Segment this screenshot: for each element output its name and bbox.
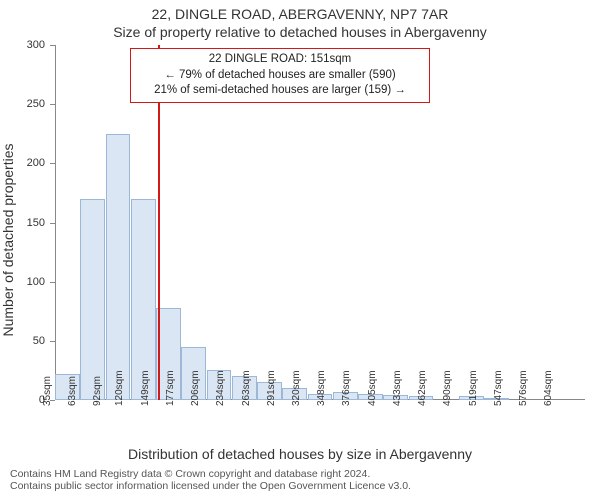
y-tick [50, 341, 55, 342]
y-tick [50, 223, 55, 224]
x-tick-label: 519sqm [468, 370, 479, 406]
y-tick [50, 104, 55, 105]
plot-area: 05010015020025030035sqm63sqm92sqm120sqm1… [55, 45, 585, 400]
x-tick-label: 35sqm [42, 376, 53, 406]
x-tick-label: 120sqm [115, 370, 126, 406]
page-subtitle: Size of property relative to detached ho… [0, 24, 600, 40]
annotation-box: 22 DINGLE ROAD: 151sqm← 79% of detached … [130, 48, 430, 103]
x-tick-label: 433sqm [392, 370, 403, 406]
x-tick-label: 92sqm [92, 376, 103, 406]
y-tick-label: 250 [27, 98, 45, 110]
x-tick-label: 547sqm [493, 370, 504, 406]
page-title: 22, DINGLE ROAD, ABERGAVENNY, NP7 7AR [0, 6, 600, 22]
x-tick-label: 234sqm [215, 370, 226, 406]
histogram-bar [106, 134, 131, 400]
x-tick-label: 348sqm [316, 370, 327, 406]
y-axis [55, 45, 56, 400]
x-axis-label: Distribution of detached houses by size … [0, 446, 600, 462]
x-tick-label: 462sqm [417, 370, 428, 406]
annotation-line: ← 79% of detached houses are smaller (59… [139, 68, 421, 84]
x-tick-label: 490sqm [443, 370, 454, 406]
y-tick-label: 50 [33, 335, 45, 347]
x-tick-label: 320sqm [291, 370, 302, 406]
y-tick [50, 163, 55, 164]
x-tick-label: 263sqm [241, 370, 252, 406]
x-tick-label: 291sqm [266, 370, 277, 406]
x-tick-label: 576sqm [518, 370, 529, 406]
y-tick-label: 300 [27, 39, 45, 51]
figure: 22, DINGLE ROAD, ABERGAVENNY, NP7 7AR Si… [0, 0, 600, 500]
x-tick-label: 405sqm [367, 370, 378, 406]
y-tick [50, 45, 55, 46]
x-tick-label: 206sqm [190, 370, 201, 406]
annotation-line: 22 DINGLE ROAD: 151sqm [139, 52, 421, 68]
y-tick-label: 150 [27, 217, 45, 229]
y-tick-label: 200 [27, 157, 45, 169]
y-axis-label: Number of detached properties [0, 144, 16, 337]
footer-line-1: Contains HM Land Registry data © Crown c… [10, 468, 590, 480]
x-tick-label: 376sqm [342, 370, 353, 406]
footer: Contains HM Land Registry data © Crown c… [0, 462, 600, 500]
x-tick-label: 177sqm [165, 370, 176, 406]
x-tick-label: 149sqm [140, 370, 151, 406]
y-tick [50, 282, 55, 283]
histogram-bar [80, 199, 105, 400]
annotation-line: 21% of semi-detached houses are larger (… [139, 83, 421, 99]
x-tick-label: 604sqm [544, 370, 555, 406]
x-tick-label: 63sqm [67, 376, 78, 406]
footer-line-2: Contains public sector information licen… [10, 480, 590, 492]
y-tick-label: 100 [27, 276, 45, 288]
